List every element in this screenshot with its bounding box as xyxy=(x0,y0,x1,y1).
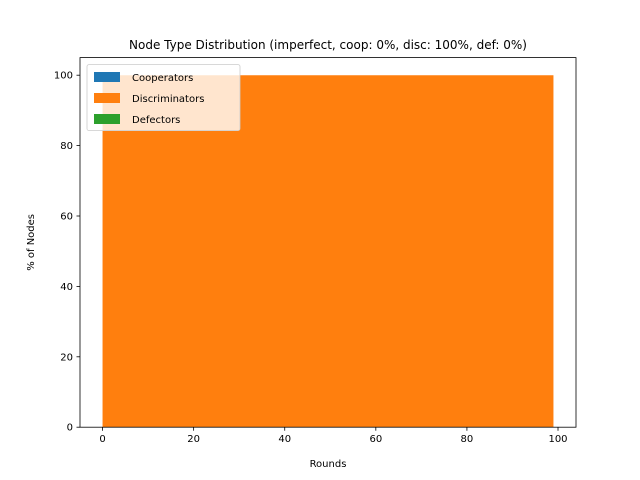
legend-label-defectors: Defectors xyxy=(132,115,180,126)
legend: Cooperators Discriminators Defectors xyxy=(86,64,241,131)
chart-title: Node Type Distribution (imperfect, coop:… xyxy=(129,38,527,52)
y-tick-label: 40 xyxy=(60,282,73,293)
x-tick-label: 20 xyxy=(187,434,200,445)
y-tick-label: 80 xyxy=(60,141,73,152)
y-tick-label: 60 xyxy=(60,212,73,223)
x-tick-label: 100 xyxy=(548,434,567,445)
y-tick-label: 20 xyxy=(60,352,73,363)
x-axis-ticks: 0 20 40 60 80 100 xyxy=(99,427,568,445)
plot-frame xyxy=(79,57,577,428)
y-axis-ticks: 0 20 40 60 80 100 xyxy=(54,71,80,434)
legend-label-cooperators: Cooperators xyxy=(132,73,193,84)
x-tick-label: 0 xyxy=(99,434,105,445)
x-tick-label: 80 xyxy=(461,434,474,445)
x-axis-label: Rounds xyxy=(310,459,347,470)
x-tick-label: 40 xyxy=(278,434,291,445)
axes-layer xyxy=(79,57,577,428)
y-axis-label: % of Nodes xyxy=(26,214,37,271)
legend-frame xyxy=(86,64,241,131)
legend-swatch-cooperators xyxy=(94,72,120,82)
legend-swatch-discriminators xyxy=(94,93,120,103)
y-tick-label: 100 xyxy=(54,71,73,82)
legend-swatch-defectors xyxy=(94,114,120,124)
legend-label-discriminators: Discriminators xyxy=(132,94,204,105)
y-tick-label: 0 xyxy=(67,423,73,434)
area-series-discriminators xyxy=(102,75,554,428)
series-layer xyxy=(102,75,554,428)
x-tick-label: 60 xyxy=(369,434,382,445)
